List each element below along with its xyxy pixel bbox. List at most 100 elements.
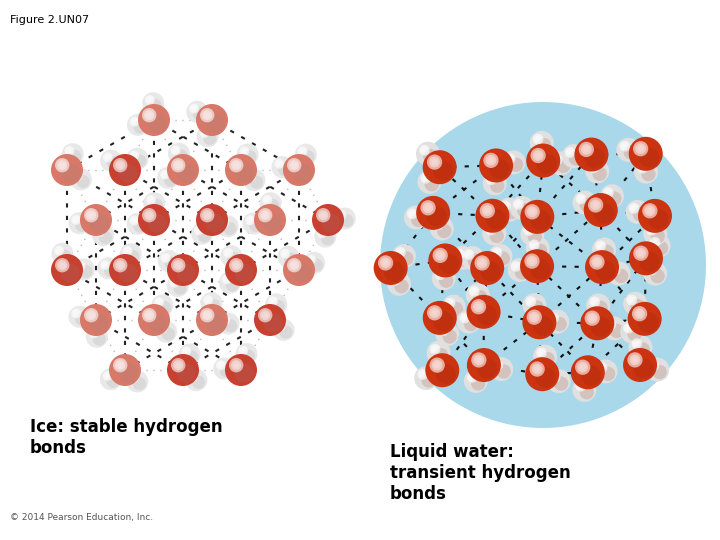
Circle shape xyxy=(536,137,540,141)
Circle shape xyxy=(526,237,549,260)
Circle shape xyxy=(74,173,81,180)
Circle shape xyxy=(382,260,389,266)
Circle shape xyxy=(620,320,644,343)
Circle shape xyxy=(59,262,65,268)
Circle shape xyxy=(539,351,544,355)
Circle shape xyxy=(106,156,109,159)
Circle shape xyxy=(126,250,140,263)
Circle shape xyxy=(98,230,102,234)
Circle shape xyxy=(66,147,73,154)
Circle shape xyxy=(553,375,557,380)
Circle shape xyxy=(477,358,498,379)
Circle shape xyxy=(524,253,539,269)
Circle shape xyxy=(487,226,495,234)
Circle shape xyxy=(138,204,170,236)
Circle shape xyxy=(627,352,643,368)
Circle shape xyxy=(176,163,181,168)
Circle shape xyxy=(613,268,617,272)
Circle shape xyxy=(566,148,574,156)
Circle shape xyxy=(487,176,495,184)
Circle shape xyxy=(498,198,521,221)
Circle shape xyxy=(529,209,535,215)
Circle shape xyxy=(526,228,531,233)
Circle shape xyxy=(120,243,142,265)
Circle shape xyxy=(533,150,544,161)
Circle shape xyxy=(74,218,78,222)
Circle shape xyxy=(384,261,404,281)
Circle shape xyxy=(595,240,606,251)
Circle shape xyxy=(552,316,556,320)
Circle shape xyxy=(523,305,557,339)
Circle shape xyxy=(203,295,213,305)
Circle shape xyxy=(316,208,330,222)
Circle shape xyxy=(60,164,80,183)
Circle shape xyxy=(435,269,446,280)
Circle shape xyxy=(490,159,510,179)
Circle shape xyxy=(600,367,615,381)
Circle shape xyxy=(631,338,642,349)
Circle shape xyxy=(436,222,441,227)
Circle shape xyxy=(158,250,180,272)
Circle shape xyxy=(148,197,155,204)
Circle shape xyxy=(535,152,541,159)
Circle shape xyxy=(629,241,663,275)
Circle shape xyxy=(156,299,163,306)
Circle shape xyxy=(460,246,485,270)
Circle shape xyxy=(283,252,287,255)
Circle shape xyxy=(220,245,243,267)
Circle shape xyxy=(528,299,533,303)
Circle shape xyxy=(593,360,618,383)
Circle shape xyxy=(138,304,170,336)
Circle shape xyxy=(283,254,315,286)
Circle shape xyxy=(626,200,649,224)
Circle shape xyxy=(581,366,601,386)
Circle shape xyxy=(436,322,459,346)
Circle shape xyxy=(390,275,401,286)
Circle shape xyxy=(243,149,246,153)
Circle shape xyxy=(86,310,96,320)
Circle shape xyxy=(571,355,605,389)
Circle shape xyxy=(633,141,648,157)
Circle shape xyxy=(138,104,170,136)
Circle shape xyxy=(590,316,611,337)
Circle shape xyxy=(471,376,485,390)
Circle shape xyxy=(176,164,196,183)
Circle shape xyxy=(395,247,406,258)
Circle shape xyxy=(292,164,312,183)
Circle shape xyxy=(430,217,454,240)
Circle shape xyxy=(25,87,341,403)
Circle shape xyxy=(626,295,637,306)
Circle shape xyxy=(548,313,559,323)
Circle shape xyxy=(272,300,285,313)
Circle shape xyxy=(510,196,534,220)
Circle shape xyxy=(200,208,215,222)
Circle shape xyxy=(577,362,588,373)
Circle shape xyxy=(104,264,117,277)
Circle shape xyxy=(393,278,397,282)
Circle shape xyxy=(57,260,67,270)
Circle shape xyxy=(224,319,237,332)
Circle shape xyxy=(55,258,69,272)
Circle shape xyxy=(271,299,275,303)
Circle shape xyxy=(260,192,282,214)
Circle shape xyxy=(57,160,67,170)
Circle shape xyxy=(503,204,508,208)
Circle shape xyxy=(174,149,188,163)
Circle shape xyxy=(467,295,500,329)
Circle shape xyxy=(206,314,225,333)
Circle shape xyxy=(477,305,498,326)
Circle shape xyxy=(505,153,516,164)
Circle shape xyxy=(309,258,313,261)
Circle shape xyxy=(579,384,583,388)
Circle shape xyxy=(167,254,199,286)
Circle shape xyxy=(607,321,615,329)
Circle shape xyxy=(526,144,560,178)
Circle shape xyxy=(638,250,644,256)
Circle shape xyxy=(526,296,536,307)
Circle shape xyxy=(429,157,440,167)
Circle shape xyxy=(222,317,228,323)
Circle shape xyxy=(266,199,279,212)
Circle shape xyxy=(213,357,235,380)
Circle shape xyxy=(650,362,657,370)
Circle shape xyxy=(223,222,236,235)
